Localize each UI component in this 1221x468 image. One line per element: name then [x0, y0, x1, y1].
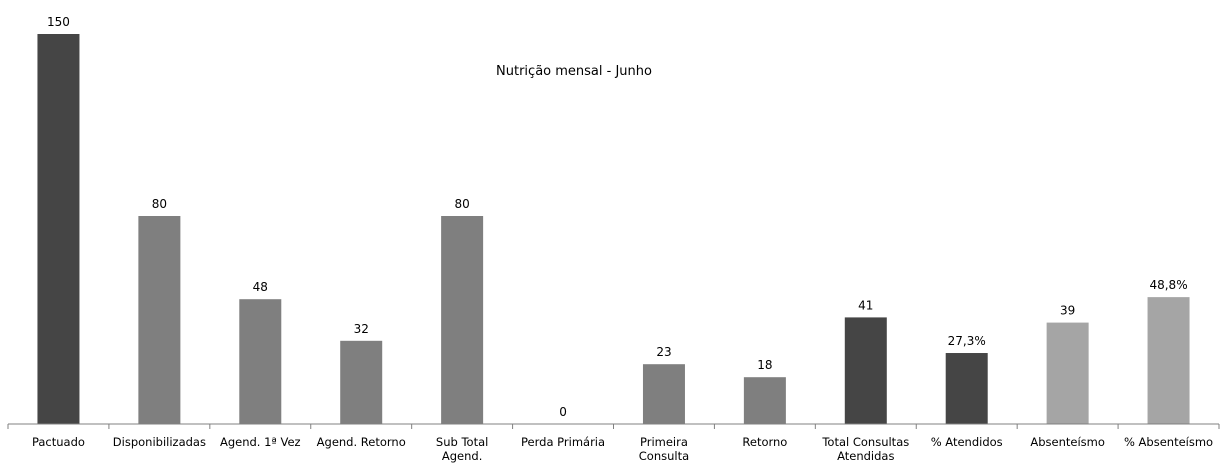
- data-label: 48,8%: [1149, 278, 1187, 292]
- data-label: 18: [757, 358, 772, 372]
- x-tick-label-line: Agend.: [442, 449, 483, 463]
- bars: [37, 34, 1190, 424]
- x-tick-label-line: Consulta: [639, 449, 689, 463]
- x-tick-label-line: Sub Total: [436, 435, 488, 449]
- chart-title: Nutrição mensal - Junho: [496, 64, 652, 79]
- bar: [239, 299, 282, 424]
- x-tick-label-line: % Absenteísmo: [1124, 435, 1213, 449]
- data-labels: 150 80 48 32 80 0 23 18 41 27,3% 39 48,8%: [47, 15, 1188, 419]
- bar: [642, 364, 685, 424]
- x-tick-label-line: Agend. Retorno: [317, 435, 406, 449]
- x-tick-label: Disponibilizadas: [113, 435, 206, 449]
- x-tick-label: Absenteísmo: [1030, 435, 1105, 449]
- bar: [1046, 322, 1089, 424]
- x-tick-label-line: Primeira: [640, 435, 688, 449]
- data-label: 0: [559, 405, 567, 419]
- x-tick-label: Total Consultas Atendidas: [821, 435, 909, 463]
- x-tick-label: Perda Primária: [521, 435, 605, 449]
- bar: [37, 34, 80, 424]
- x-tick-label: Agend. Retorno: [317, 435, 406, 449]
- x-tick-label-line: Total Consultas: [821, 435, 909, 449]
- x-tick-label: Pactuado: [32, 435, 85, 449]
- bar: [1147, 297, 1190, 424]
- x-tick-label-line: Absenteísmo: [1030, 435, 1105, 449]
- data-label: 80: [454, 197, 469, 211]
- x-tick-label-line: Disponibilizadas: [113, 435, 206, 449]
- x-tick-label: Sub Total Agend.: [436, 435, 488, 463]
- x-tick-label: Primeira Consulta: [639, 435, 689, 463]
- x-tick-label-line: Agend. 1ª Vez: [220, 435, 301, 449]
- bar: [743, 377, 786, 424]
- bar: [945, 353, 988, 424]
- x-tick-label-line: Pactuado: [32, 435, 85, 449]
- bar: [844, 317, 887, 424]
- x-tick-label: % Atendidos: [931, 435, 1003, 449]
- bar: [441, 216, 484, 424]
- x-tick-label-line: Retorno: [742, 435, 787, 449]
- x-tick-label-line: % Atendidos: [931, 435, 1003, 449]
- data-label: 80: [152, 197, 167, 211]
- data-label: 23: [656, 345, 671, 359]
- x-axis-labels: Pactuado Disponibilizadas Agend. 1ª Vez Age…: [32, 435, 1213, 463]
- x-tick-label: Agend. 1ª Vez: [220, 435, 301, 449]
- data-label: 150: [47, 15, 70, 29]
- data-label: 32: [354, 322, 369, 336]
- bar: [340, 340, 383, 424]
- bar: [138, 216, 181, 424]
- x-axis-ticks: [7, 424, 1220, 429]
- x-tick-label: Retorno: [742, 435, 787, 449]
- data-label: 41: [858, 298, 873, 312]
- x-tick-label-line: Atendidas: [837, 449, 894, 463]
- data-label: 48: [253, 280, 268, 294]
- data-label: 27,3%: [948, 334, 986, 348]
- x-tick-label-line: Perda Primária: [521, 435, 605, 449]
- data-label: 39: [1060, 304, 1075, 318]
- x-tick-label: % Absenteísmo: [1124, 435, 1213, 449]
